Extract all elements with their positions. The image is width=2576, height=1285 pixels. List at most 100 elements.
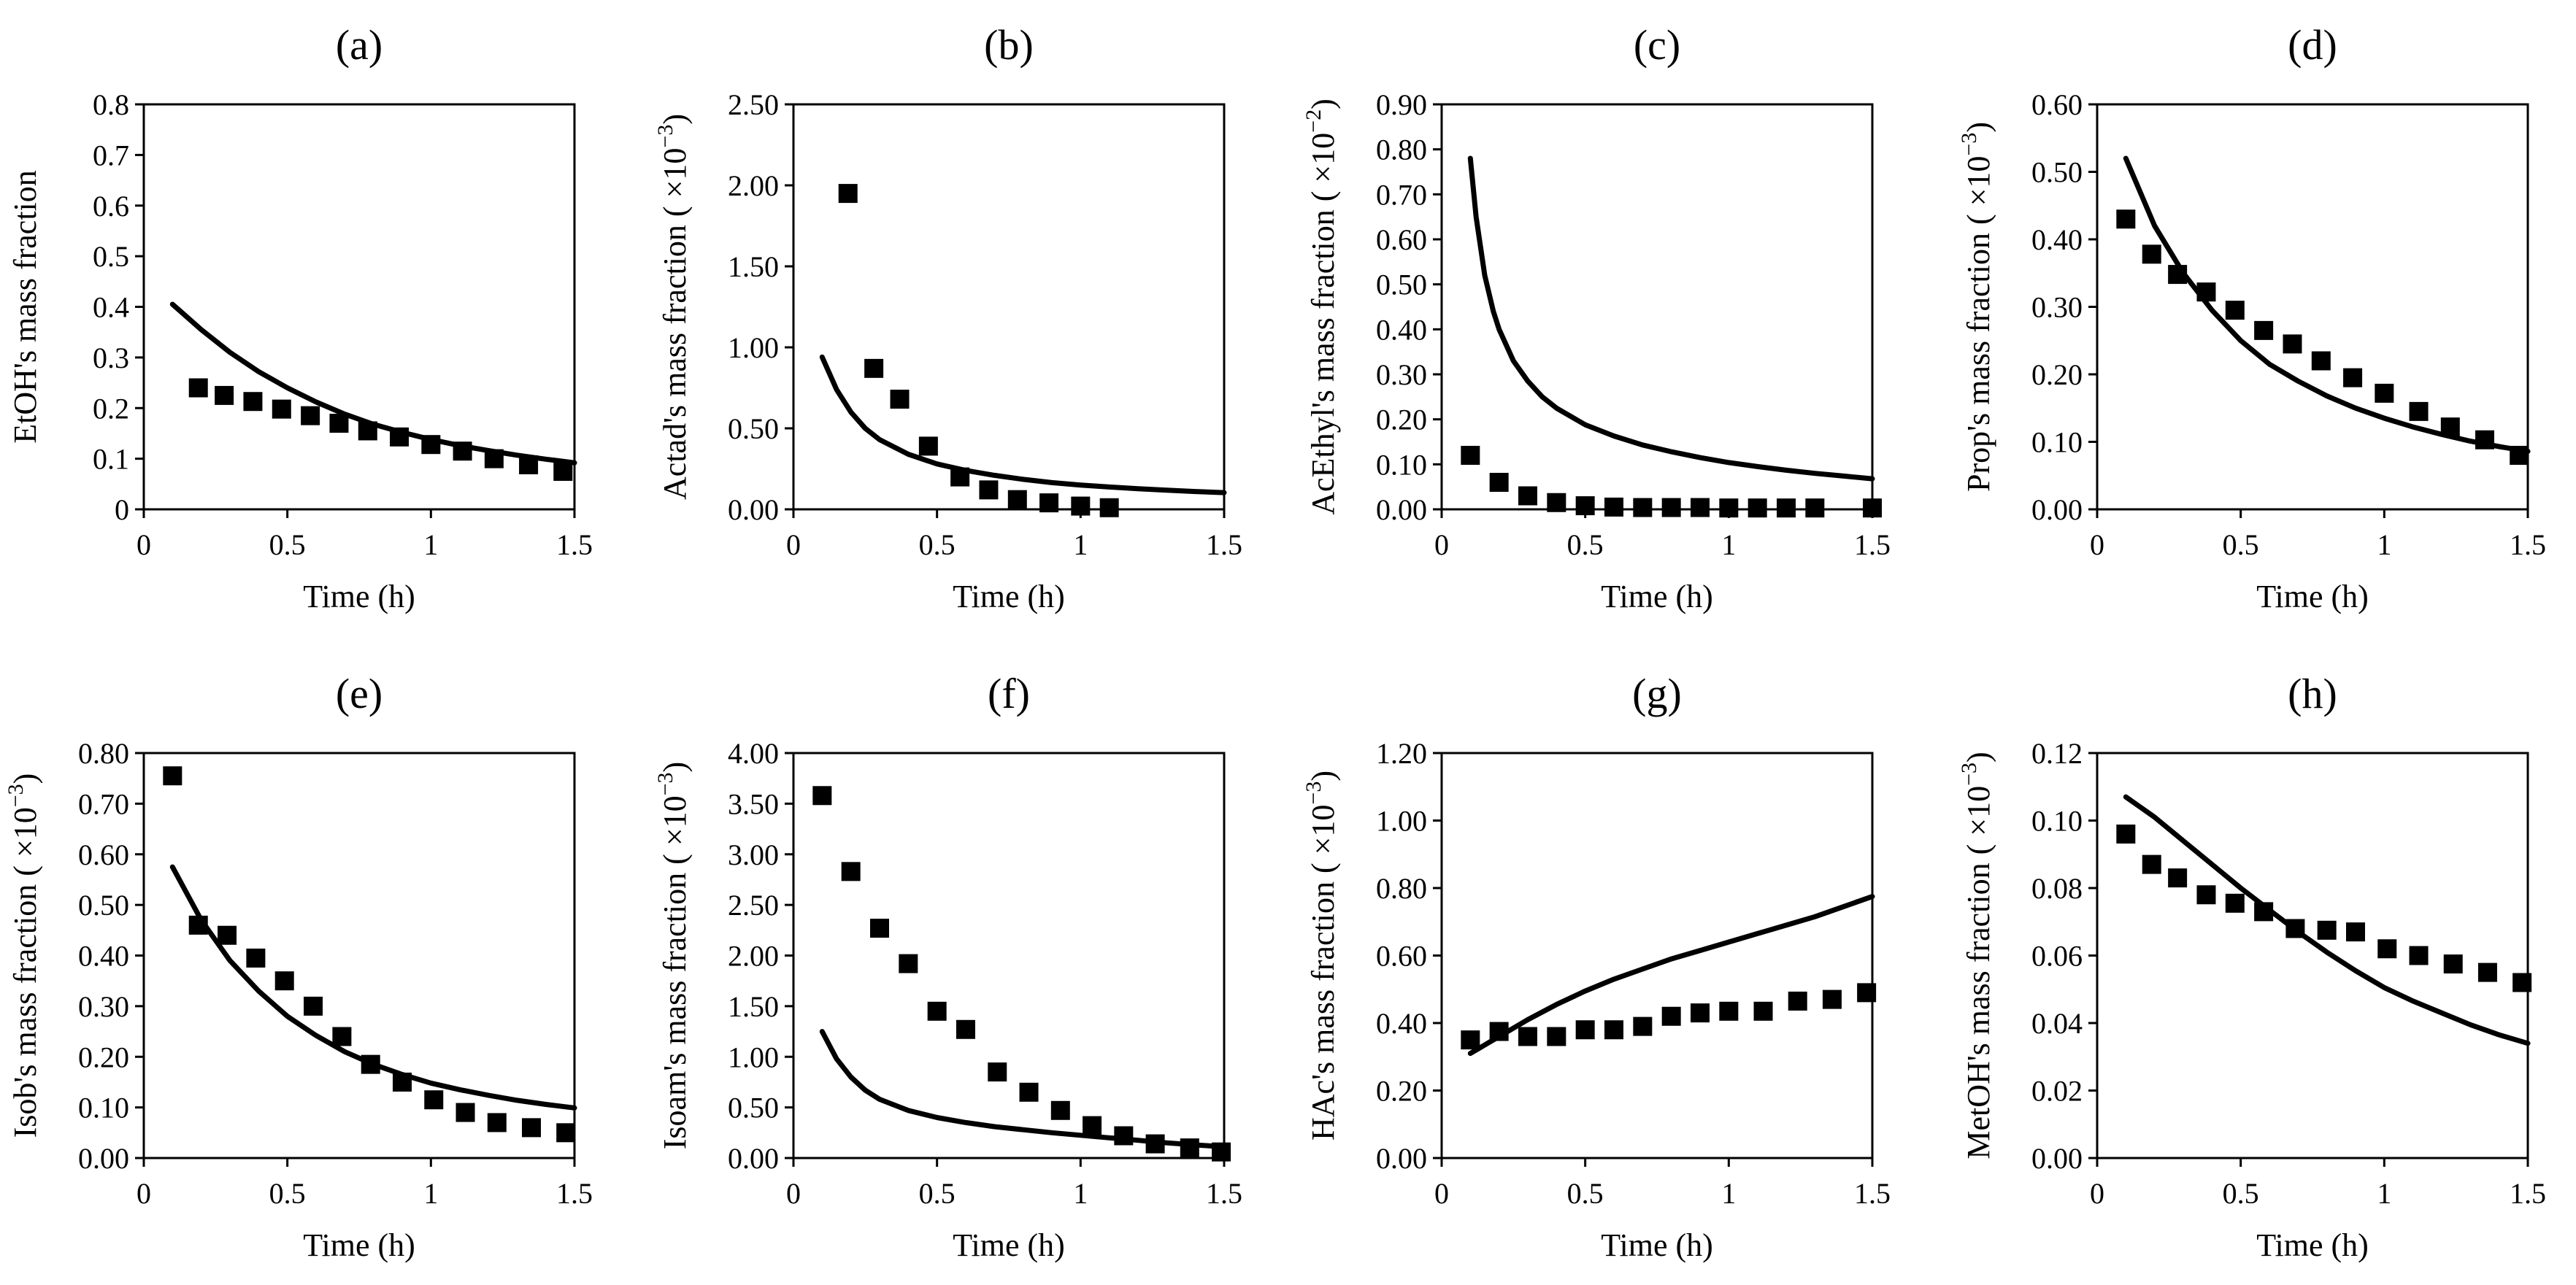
y-tick-label: 0.60 xyxy=(78,838,129,871)
y-tick-label: 0.30 xyxy=(2031,291,2083,324)
model-curve xyxy=(169,301,577,466)
y-tick-label: 0.00 xyxy=(78,1142,129,1175)
data-point-marker xyxy=(927,1001,947,1021)
y-tick-label: 3.00 xyxy=(728,838,779,871)
data-point-marker xyxy=(918,436,938,456)
chart-panel-d: (d) 0.00 0.10 0.20 0.30 0.40 0.50 0.60 0 0.5 1 1.5 T… xyxy=(1957,21,2546,614)
data-point-marker xyxy=(2116,209,2136,229)
x-tick-label: 0.5 xyxy=(2223,528,2259,561)
data-point-marker xyxy=(1719,1001,1739,1021)
y-tick-label: 0.20 xyxy=(1376,404,1427,436)
y-tick-label: 0.40 xyxy=(1376,1007,1427,1040)
data-point-marker xyxy=(2477,962,2497,982)
y-axis-label-text: Isoam's mass fraction xyxy=(657,873,693,1149)
y-tick-label: 0.10 xyxy=(78,1092,129,1124)
y-tick-label: 0.00 xyxy=(728,493,779,526)
y-tick-label: 0.00 xyxy=(1376,493,1427,526)
data-point-marker xyxy=(1518,1027,1537,1046)
y-axis-label-text: Prop's mass fraction xyxy=(1961,233,1996,492)
y-axis-label: AcEthyl's mass fraction ( ×10−2) xyxy=(1302,99,1341,515)
y-tick-label: 1.00 xyxy=(1376,805,1427,838)
y-tick-label: 0.12 xyxy=(2031,737,2083,770)
y-axis-label-text: Actad's mass fraction xyxy=(657,225,693,500)
data-point-marker xyxy=(1461,1030,1480,1050)
data-point-marker xyxy=(2409,946,2429,965)
y-tick-label: 4.00 xyxy=(728,737,779,770)
data-point-marker xyxy=(553,461,573,481)
x-tick-label: 1.5 xyxy=(556,1177,593,1210)
y-tick-label: 0.90 xyxy=(1376,88,1427,121)
y-tick-label: 0.02 xyxy=(2031,1075,2083,1108)
panel-label: (c) xyxy=(1634,21,1680,69)
x-tick-label: 1 xyxy=(1073,528,1088,561)
chart-panel-h: (h) 0.00 0.02 0.04 0.06 0.08 0.10 0.12 0 0.5 1 1.5 T… xyxy=(1957,670,2546,1263)
y-tick-label: 0.50 xyxy=(728,412,779,445)
y-tick-label: 0.1 xyxy=(93,443,129,476)
x-tick-label: 1 xyxy=(1073,1177,1088,1210)
x-tick-label: 1.5 xyxy=(1206,1177,1242,1210)
chart-panel-a: (a) 0 0.1 0.2 0.3 0.4 0.5 0.6 0.7 0.8 0 0.5 1 1.5 Time… xyxy=(7,21,593,614)
y-axis-unit-suffix: ) xyxy=(1961,122,1996,133)
y-axis-unit-suffix: ) xyxy=(657,114,693,125)
data-point-marker xyxy=(2283,334,2302,354)
y-axis-unit-suffix: ) xyxy=(1961,752,1996,763)
y-axis-label-text: HAc's mass fraction xyxy=(1305,881,1341,1141)
y-axis-unit-exponent: −3 xyxy=(1302,782,1326,805)
y-tick-label: 0.00 xyxy=(2031,1142,2083,1175)
data-point-marker xyxy=(1489,473,1509,492)
y-tick-label: 0.50 xyxy=(728,1092,779,1124)
y-axis-unit-exponent: −2 xyxy=(1302,109,1326,133)
y-tick-label: 0.30 xyxy=(1376,358,1427,391)
data-point-marker xyxy=(1691,1003,1710,1023)
chart-panel-c: (c)0.000.100.200.300.400.500.600.700.800… xyxy=(1302,21,1891,614)
data-point-marker xyxy=(556,1123,576,1143)
data-point-marker xyxy=(1661,498,1681,517)
y-axis-unit-prefix: ( ×10 xyxy=(1961,786,1996,863)
model-curve xyxy=(819,1029,1227,1150)
y-axis-label: MetOH's mass fraction ( ×10−3) xyxy=(1957,752,1996,1159)
data-point-marker xyxy=(2142,854,2161,874)
data-point-marker xyxy=(1461,446,1480,465)
data-point-marker xyxy=(2168,868,2188,888)
y-tick-label: 0.20 xyxy=(78,1041,129,1073)
data-point-marker xyxy=(1547,493,1566,512)
y-axis-label-text: AcEthyl's mass fraction xyxy=(1305,209,1341,515)
data-point-marker xyxy=(890,390,910,409)
data-point-marker xyxy=(1019,1082,1039,1102)
x-axis-label: Time (h) xyxy=(2256,1227,2369,1263)
data-point-marker xyxy=(2196,885,2216,905)
y-tick-label: 1.00 xyxy=(728,331,779,364)
x-tick-label: 0.5 xyxy=(919,528,956,561)
x-tick-label: 1 xyxy=(1721,1177,1736,1210)
data-point-marker xyxy=(522,1118,541,1138)
x-tick-label: 1.5 xyxy=(1854,528,1891,561)
panel-label: (b) xyxy=(984,21,1034,69)
data-point-marker xyxy=(1039,493,1059,513)
y-axis-unit-exponent: −3 xyxy=(653,125,677,148)
x-axis-label: Time (h) xyxy=(2256,579,2369,614)
data-point-marker xyxy=(2343,368,2363,387)
y-tick-label: 0.40 xyxy=(2031,223,2083,256)
data-point-marker xyxy=(1753,1001,1773,1021)
x-tick-label: 1.5 xyxy=(2510,1177,2546,1210)
x-tick-label: 0.5 xyxy=(269,528,306,561)
plot-frame xyxy=(792,752,1226,1159)
y-axis-unit-suffix: ) xyxy=(1305,771,1341,782)
data-point-marker xyxy=(1604,497,1623,517)
y-tick-label: 0.04 xyxy=(2031,1007,2083,1040)
x-tick-label: 1.5 xyxy=(1854,1177,1891,1210)
panel-label: (e) xyxy=(336,670,382,717)
chart-panel-e: (e)0.000.100.200.300.400.500.600.700.800… xyxy=(4,670,593,1263)
y-axis-unit-prefix: ( ×10 xyxy=(1961,156,1996,233)
y-axis-unit-suffix: ) xyxy=(657,762,693,773)
data-point-marker xyxy=(979,480,999,500)
y-tick-label: 0.6 xyxy=(93,190,129,223)
panel-label: (f) xyxy=(988,670,1030,717)
y-tick-label: 0.80 xyxy=(1376,134,1427,166)
data-point-marker xyxy=(424,1090,444,1110)
data-point-marker xyxy=(2311,351,2331,371)
x-tick-label: 1 xyxy=(1721,528,1736,561)
data-point-marker xyxy=(1180,1138,1199,1158)
data-point-marker xyxy=(812,786,832,806)
x-tick-label: 0 xyxy=(786,528,801,561)
